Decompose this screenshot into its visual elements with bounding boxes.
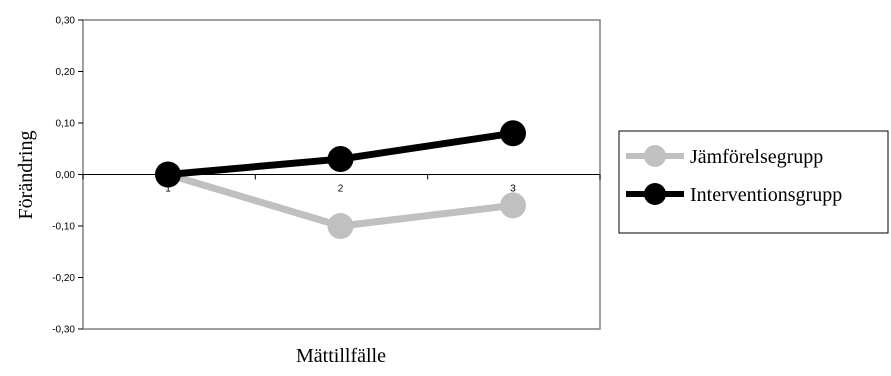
y-tick-label: -0,20 [52, 273, 75, 284]
legend-label-interventionsgrupp: Interventionsgrupp [690, 184, 842, 206]
y-axis-ticks: 0,30 0,20 0,10 0,00 -0,10 -0,20 -0,30 [52, 16, 83, 336]
legend: Jämförelsegrupp Interventionsgrupp [618, 130, 889, 234]
data-point-1-1 [327, 146, 354, 173]
data-point-1-2 [500, 120, 526, 147]
y-tick-label: -0,10 [52, 222, 75, 233]
data-point-1-0 [155, 161, 181, 188]
legend-swatch-marker [644, 183, 666, 205]
legend-box [618, 130, 889, 234]
y-tick-label: -0,30 [52, 325, 75, 336]
x-tick-label: 1 [165, 184, 171, 195]
data-point-0-2 [500, 192, 526, 219]
y-tick-label: 0,30 [56, 16, 76, 27]
x-tick-label: 3 [510, 184, 516, 195]
legend-swatch-marker [644, 145, 666, 167]
y-tick-label: 0,20 [56, 67, 76, 78]
y-tick-label: 0,10 [56, 119, 76, 130]
legend-label-jamforelsegrupp: Jämförelsegrupp [690, 146, 823, 168]
data-point-0-1 [327, 213, 354, 239]
x-axis-title: Mättillfälle [296, 345, 386, 367]
x-tick-label: 2 [338, 184, 344, 195]
series-layer [155, 120, 526, 239]
y-axis-title: Förändring [15, 131, 37, 220]
y-tick-label: 0,00 [56, 170, 76, 181]
